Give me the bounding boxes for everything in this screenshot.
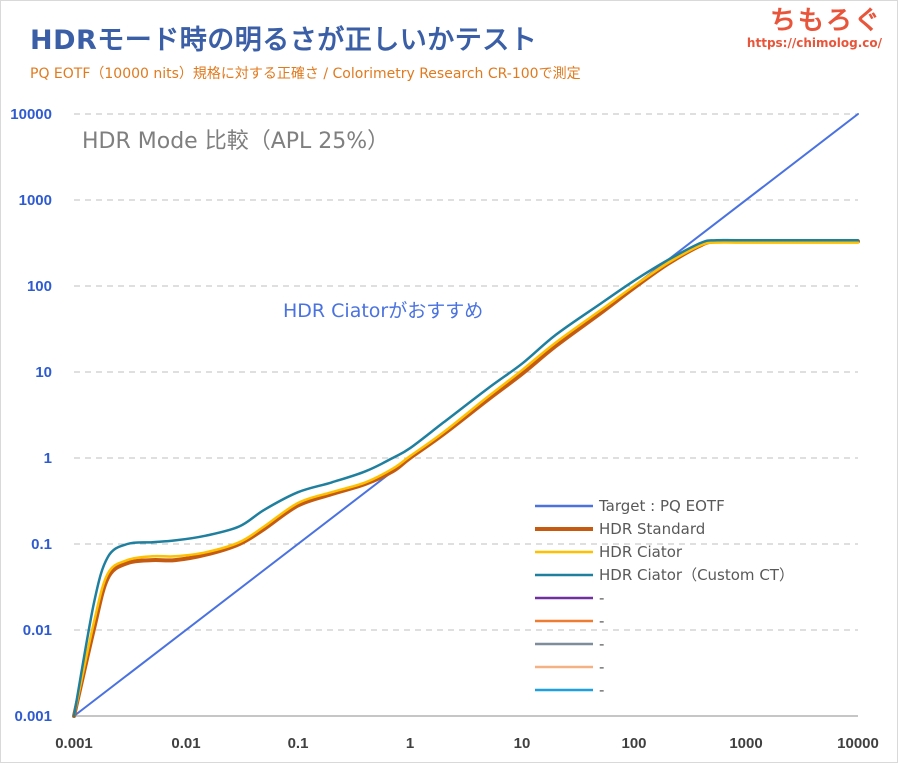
chart-legend: Target : PQ EOTF HDR Standard HDR Ciator HD…: [535, 497, 794, 699]
x-tick-label-0: 0.001: [55, 735, 93, 752]
legend-label-6: -: [599, 635, 604, 653]
legend-label-8: -: [599, 681, 604, 699]
brand-url: https://chimolog.co/: [746, 36, 882, 50]
brand-name: ちもろぐ: [769, 6, 882, 36]
y-tick-label-1: 0.01: [23, 622, 52, 639]
y-tick-label-5: 100: [27, 278, 52, 295]
legend-label-0: Target : PQ EOTF: [598, 497, 725, 515]
series-line-2: [72, 241, 860, 718]
legend-label-7: -: [599, 658, 604, 676]
x-tick-label-3: 1: [406, 735, 414, 752]
x-tick-label-4: 10: [514, 735, 531, 752]
legend-label-1: HDR Standard: [599, 520, 705, 538]
chart-annotation: HDR Ciatorがおすすめ: [283, 300, 483, 322]
legend-label-2: HDR Ciator: [599, 543, 683, 561]
chart-ticks: 0.001 0.01 0.1 1 10 100 1000 10000 0.001 0.01 0.1 1…: [10, 106, 879, 752]
y-tick-label-3: 1: [44, 450, 52, 467]
x-tick-label-6: 1000: [729, 735, 762, 752]
y-tick-label-7: 10000: [10, 106, 52, 123]
chart-title: HDR Mode 比較（APL 25%）: [82, 129, 389, 154]
x-tick-label-7: 10000: [837, 735, 879, 752]
series-line-3: [72, 238, 860, 718]
y-tick-label-2: 0.1: [31, 536, 52, 553]
brand-logo: ちもろぐ https://chimolog.co/: [747, 6, 882, 50]
x-tick-label-1: 0.01: [171, 735, 200, 752]
legend-label-5: -: [599, 612, 604, 630]
chart-series: [72, 113, 860, 718]
x-tick-label-5: 100: [621, 735, 646, 752]
legend-label-3: HDR Ciator（Custom CT）: [599, 566, 794, 584]
y-tick-label-6: 1000: [19, 192, 52, 209]
page-title: HDRモード時の明るさが正しいかテスト: [30, 25, 538, 56]
x-tick-label-2: 0.1: [288, 735, 309, 752]
legend-label-4: -: [599, 589, 604, 607]
y-tick-label-4: 10: [35, 364, 52, 381]
y-tick-label-0: 0.001: [14, 708, 52, 725]
page-subtitle: PQ EOTF（10000 nits）規格に対する正確さ / Colorimet…: [30, 66, 581, 82]
